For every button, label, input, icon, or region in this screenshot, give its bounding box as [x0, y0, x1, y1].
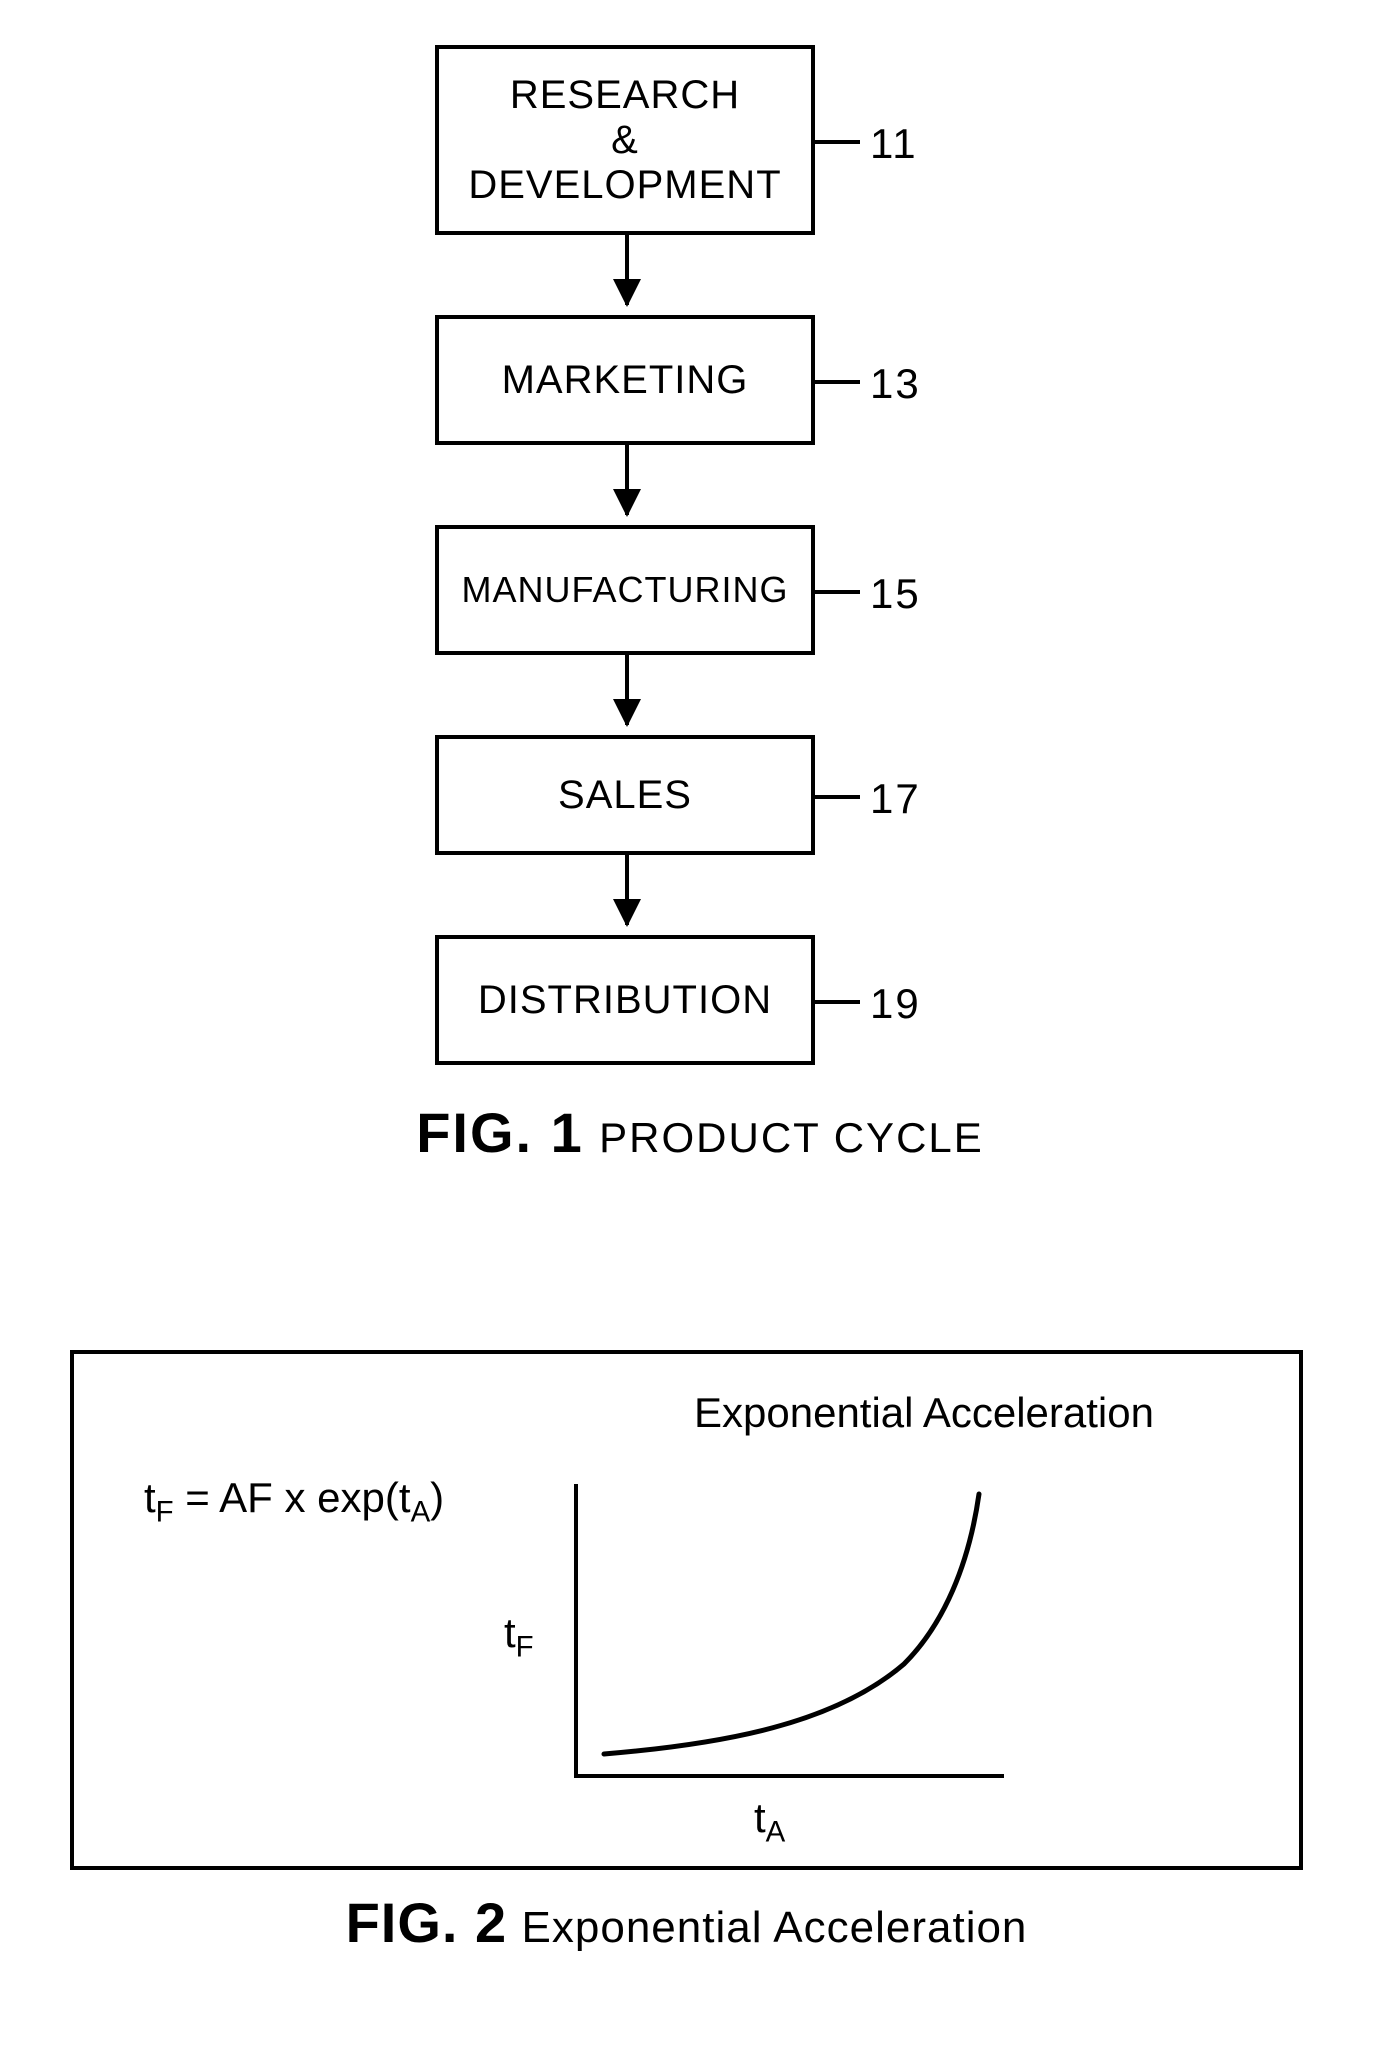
flow-arrow-0 [625, 235, 629, 305]
flow-box-3: SALES [435, 735, 815, 855]
figure-2-title: Exponential Acceleration [694, 1389, 1154, 1437]
flow-box-4: DISTRIBUTION [435, 935, 815, 1065]
flow-box-1: MARKETING [435, 315, 815, 445]
figure-1-caption: FIG. 1 PRODUCT CYCLE [350, 1100, 1050, 1165]
figure-2-container: Exponential Acceleration tF = AF x exp(t… [70, 1350, 1303, 1955]
flow-box-2: MANUFACTURING [435, 525, 815, 655]
flow-box-label: DISTRIBUTION [478, 978, 772, 1023]
flow-box-label: DEVELOPMENT [468, 163, 781, 208]
ref-label-19: 19 [870, 980, 921, 1028]
ref-label-17: 17 [870, 775, 921, 823]
flow-box-label: RESEARCH [468, 73, 781, 118]
figure-2-caption: FIG. 2 Exponential Acceleration [70, 1890, 1303, 1955]
flow-box-label: MANUFACTURING [462, 569, 789, 611]
ref-label-11: 11 [870, 120, 918, 168]
flow-arrow-3 [625, 855, 629, 925]
ref-tick [815, 140, 860, 144]
flow-arrow-1 [625, 445, 629, 515]
figure-2-exponential-acceleration: Exponential Acceleration tF = AF x exp(t… [70, 1350, 1303, 1870]
figure-2-formula: tF = AF x exp(tA) [144, 1474, 444, 1529]
figure-2-x-label: tA [754, 1794, 785, 1849]
figure-1-number: FIG. 1 [416, 1101, 584, 1164]
ref-tick [815, 1000, 860, 1004]
ref-tick [815, 380, 860, 384]
figure-2-x-axis [574, 1774, 1004, 1778]
ref-tick [815, 795, 860, 799]
flow-arrow-2 [625, 655, 629, 725]
figure-2-y-label: tF [504, 1609, 534, 1664]
figure-1-product-cycle: RESEARCH&DEVELOPMENT 11 MARKETING 13 MANUFAC… [0, 0, 1373, 1270]
ref-tick [815, 590, 860, 594]
ref-label-13: 13 [870, 360, 921, 408]
figure-2-curve [574, 1484, 1004, 1774]
figure-1-caption-text: PRODUCT CYCLE [599, 1114, 984, 1161]
flow-box-label: SALES [558, 773, 692, 818]
figure-2-caption-text: Exponential Acceleration [522, 1903, 1028, 1952]
ref-label-15: 15 [870, 570, 921, 618]
flow-box-label: MARKETING [502, 358, 749, 403]
flow-box-0: RESEARCH&DEVELOPMENT [435, 45, 815, 235]
figure-2-number: FIG. 2 [346, 1891, 508, 1954]
flow-box-label: & [468, 118, 781, 163]
